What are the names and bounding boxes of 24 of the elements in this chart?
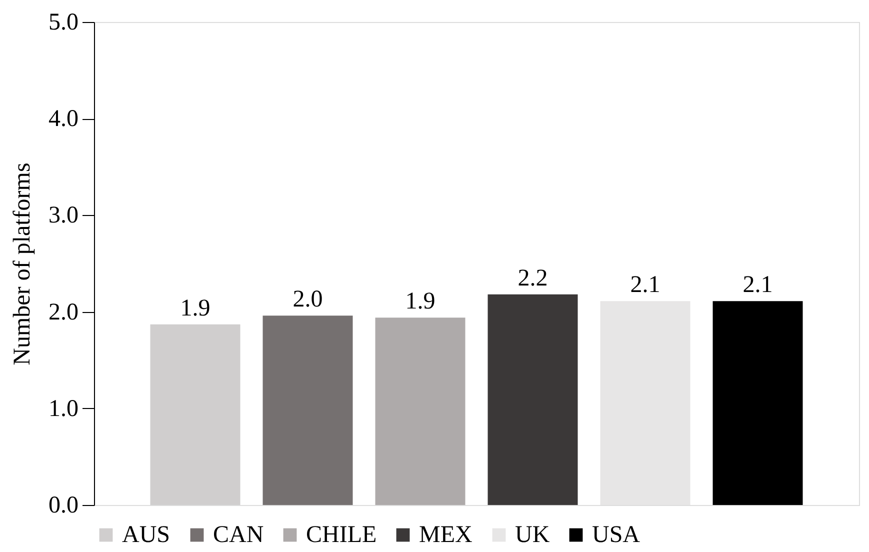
- legend-label: CAN: [213, 522, 264, 548]
- data-label: 1.9: [180, 295, 210, 322]
- bar: [375, 318, 466, 505]
- bar: [488, 294, 578, 505]
- legend-label: CHILE: [306, 522, 377, 548]
- bar: [150, 324, 240, 505]
- y-tick-label: 4.0: [48, 106, 78, 132]
- legend-label: UK: [515, 522, 550, 548]
- data-label: 2.1: [742, 272, 773, 298]
- y-axis-title: Number of platforms: [10, 162, 36, 366]
- data-label: 2.1: [630, 272, 660, 298]
- legend-label: USA: [592, 522, 641, 548]
- y-tick-label: 0.0: [48, 492, 78, 518]
- y-tick-label: 2.0: [48, 299, 78, 326]
- legend-label: MEX: [419, 522, 472, 548]
- data-label: 2.2: [518, 265, 548, 292]
- y-tick-label: 5.0: [48, 10, 78, 36]
- legend-label: AUS: [122, 522, 170, 548]
- data-label: 1.9: [405, 288, 436, 315]
- y-tick-label: 1.0: [48, 396, 78, 422]
- data-label: 2.0: [292, 286, 323, 313]
- bar: [712, 301, 803, 505]
- y-tick-label: 3.0: [48, 202, 78, 229]
- bar: [262, 316, 353, 505]
